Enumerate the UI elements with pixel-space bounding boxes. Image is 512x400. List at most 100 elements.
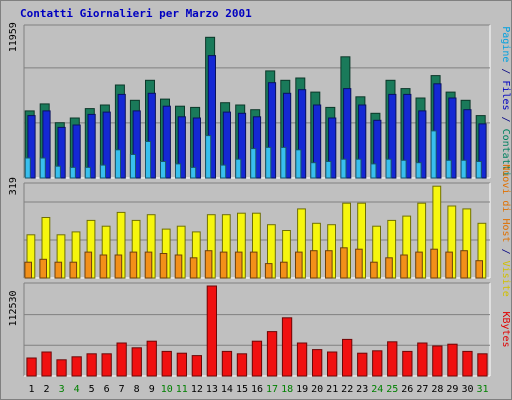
legend-entry: / xyxy=(500,243,511,261)
bar-files-day-29 xyxy=(448,97,457,179)
bar-files-day-27 xyxy=(418,110,427,179)
bar-files-day-6 xyxy=(102,111,111,179)
bar-files-day-23 xyxy=(358,104,367,179)
bar-kbytes-day-19 xyxy=(296,342,308,377)
x-tick-label-day-19: 19 xyxy=(296,384,308,395)
bar-pagine-day-6 xyxy=(99,164,107,179)
bar-nuovi-di-host-day-24 xyxy=(370,261,378,279)
y-tick-label: 11959 xyxy=(8,22,19,52)
bar-nuovi-di-host-day-22 xyxy=(340,247,348,279)
bar-nuovi-di-host-day-4 xyxy=(69,261,78,279)
bar-files-day-25 xyxy=(388,93,397,179)
bar-kbytes-day-26 xyxy=(402,350,413,377)
bar-nuovi-di-host-day-18 xyxy=(280,261,288,279)
bar-files-day-31 xyxy=(478,123,487,179)
bar-files-day-13 xyxy=(207,55,217,179)
bar-nuovi-di-host-day-27 xyxy=(415,251,423,279)
bar-pagine-day-20 xyxy=(310,162,317,179)
series-pagine xyxy=(24,130,482,179)
bar-pagine-day-13 xyxy=(205,135,212,179)
bar-pagine-day-8 xyxy=(129,154,136,179)
bar-files-day-2 xyxy=(42,110,51,179)
series-legend: KBytes xyxy=(500,311,511,347)
bar-files-day-17 xyxy=(267,82,277,179)
bar-kbytes-day-27 xyxy=(417,342,428,377)
bar-nuovi-di-host-day-23 xyxy=(355,248,363,279)
bar-kbytes-day-4 xyxy=(71,356,82,377)
bar-pagine-day-18 xyxy=(280,146,287,179)
chart-panels: 11959 Pagine / Files / Contatti 319 Nuovi d… xyxy=(8,22,511,377)
bar-pagine-day-7 xyxy=(114,149,122,179)
bar-kbytes-day-1 xyxy=(26,357,37,377)
bar-kbytes-day-17 xyxy=(266,331,278,377)
x-tick-label-day-28: 28 xyxy=(431,384,443,395)
bar-files-day-21 xyxy=(328,117,337,179)
bar-files-day-26 xyxy=(403,93,412,179)
bar-files-day-19 xyxy=(298,89,307,179)
bar-nuovi-di-host-day-19 xyxy=(295,251,303,279)
bar-kbytes-day-10 xyxy=(161,350,172,377)
bar-files-day-7 xyxy=(117,93,126,179)
panel-middle: 319 Nuovi di Host / Visite xyxy=(8,164,511,296)
bar-files-day-16 xyxy=(252,116,262,179)
bar-pagine-day-29 xyxy=(445,159,452,179)
bar-kbytes-day-22 xyxy=(342,338,353,377)
bar-pagine-day-1 xyxy=(24,157,31,179)
bar-kbytes-day-13 xyxy=(206,285,217,377)
bar-files-day-30 xyxy=(463,109,472,179)
bar-files-day-8 xyxy=(132,110,141,179)
x-tick-label-day-16: 16 xyxy=(251,384,263,395)
bar-kbytes-day-28 xyxy=(432,345,443,377)
x-tick-label-day-12: 12 xyxy=(191,384,203,395)
panel-bottom: 112530 KBytes xyxy=(8,282,511,377)
bar-pagine-day-4 xyxy=(69,166,76,179)
bar-nuovi-di-host-day-14 xyxy=(219,251,228,279)
bar-files-day-11 xyxy=(177,116,186,179)
bar-nuovi-di-host-day-28 xyxy=(430,248,438,279)
x-tick-label-day-8: 8 xyxy=(134,384,140,395)
bar-nuovi-di-host-day-21 xyxy=(325,250,333,279)
bar-kbytes-day-12 xyxy=(191,355,202,377)
x-tick-label-day-5: 5 xyxy=(89,384,95,395)
x-tick-label-day-14: 14 xyxy=(221,384,233,395)
bar-nuovi-di-host-day-6 xyxy=(99,254,108,279)
bar-nuovi-di-host-day-15 xyxy=(234,251,243,279)
x-tick-label-day-27: 27 xyxy=(416,384,428,395)
bar-nuovi-di-host-day-3 xyxy=(54,261,63,279)
bar-kbytes-day-29 xyxy=(447,343,458,377)
bar-pagine-day-23 xyxy=(355,158,362,179)
bar-kbytes-day-16 xyxy=(251,340,263,377)
bar-pagine-day-16 xyxy=(250,148,257,179)
bar-pagine-day-28 xyxy=(430,130,437,179)
x-tick-label-day-26: 26 xyxy=(401,384,413,395)
bar-nuovi-di-host-day-10 xyxy=(159,253,168,279)
x-tick-label-day-2: 2 xyxy=(43,384,49,395)
bar-kbytes-day-30 xyxy=(462,350,473,377)
x-tick-label-day-11: 11 xyxy=(176,384,188,395)
bar-kbytes-day-20 xyxy=(312,349,323,377)
bar-pagine-day-25 xyxy=(385,158,392,179)
bar-nuovi-di-host-day-16 xyxy=(249,251,258,279)
legend-entry: Pagine xyxy=(500,26,511,62)
bar-kbytes-day-14 xyxy=(221,350,233,377)
bar-files-day-14 xyxy=(222,111,232,179)
bar-kbytes-day-5 xyxy=(86,353,97,377)
bar-files-day-20 xyxy=(313,104,322,179)
bar-nuovi-di-host-day-30 xyxy=(460,250,468,279)
bar-kbytes-day-24 xyxy=(372,350,383,377)
bar-files-day-15 xyxy=(237,112,247,179)
x-tick-label-day-7: 7 xyxy=(119,384,125,395)
x-tick-label-day-17: 17 xyxy=(266,384,278,395)
bar-pagine-day-21 xyxy=(325,161,332,179)
bar-kbytes-day-3 xyxy=(56,359,67,377)
x-tick-label-day-22: 22 xyxy=(341,384,353,395)
bar-pagine-day-5 xyxy=(84,166,91,179)
legend-entry: Visite xyxy=(500,261,511,297)
bar-pagine-day-19 xyxy=(295,149,302,179)
legend-entry: / xyxy=(500,111,511,129)
bar-nuovi-di-host-day-29 xyxy=(445,251,453,279)
x-tick-label-day-24: 24 xyxy=(371,384,383,395)
bar-nuovi-di-host-day-5 xyxy=(84,251,93,279)
series-legend: Nuovi di Host / Visite xyxy=(500,164,511,296)
